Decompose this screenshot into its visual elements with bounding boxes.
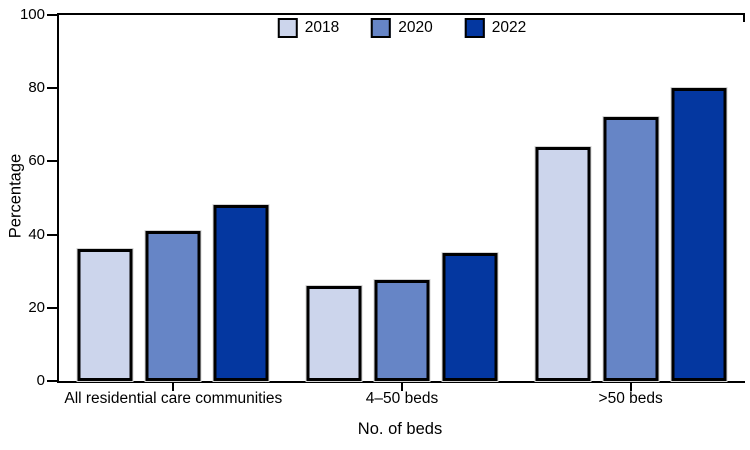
x-axis-category-label: All residential care communities <box>64 390 283 407</box>
legend: 2018 2020 2022 <box>271 18 533 38</box>
top-axis-end-tick <box>743 15 745 22</box>
plot-area: 2018 2020 2022 0 20 40 60 80 100 All residential… <box>20 6 745 407</box>
x-axis-category-label: >50 beds <box>598 390 663 407</box>
legend-swatch-2020 <box>371 18 392 38</box>
y-axis-tick-label: 100 <box>19 6 45 23</box>
y-axis-tick <box>47 380 57 382</box>
y-axis-tick <box>47 306 57 309</box>
bar-group <box>77 15 269 381</box>
x-axis-tick <box>629 383 632 391</box>
x-axis-title: No. of beds <box>357 420 443 438</box>
y-axis-tick-label: 60 <box>28 152 45 170</box>
legend-label-2020: 2020 <box>398 19 433 36</box>
y-axis-tick-label: 20 <box>28 298 45 316</box>
bar-2022-3 <box>671 88 727 381</box>
y-axis-tick-label: 80 <box>28 79 45 97</box>
bar-2022-2 <box>442 252 498 381</box>
y-axis-tick <box>47 160 57 163</box>
legend-item-2022: 2022 <box>464 18 527 38</box>
y-axis-tick <box>47 14 57 16</box>
x-axis-tick <box>401 383 403 391</box>
bar-2020-3 <box>603 117 659 381</box>
bar-2018-1 <box>77 249 133 381</box>
x-axis-tick <box>172 383 175 391</box>
legend-swatch-2018 <box>277 18 298 38</box>
x-axis-category-label: 4–50 beds <box>365 390 439 407</box>
bar-2020-1 <box>145 230 201 381</box>
bar-2018-3 <box>535 146 591 381</box>
y-axis-tick-label: 40 <box>28 225 45 243</box>
y-axis-tick <box>47 87 57 90</box>
bar-2022-1 <box>213 205 269 381</box>
legend-label-2018: 2018 <box>304 19 340 36</box>
legend-item-2020: 2020 <box>371 18 433 38</box>
bar-2018-2 <box>306 285 362 381</box>
y-axis-tick <box>47 233 57 236</box>
bar-2020-2 <box>374 280 430 381</box>
legend-swatch-2022 <box>464 18 485 38</box>
y-axis-tick-label: 0 <box>36 372 45 389</box>
bar-group <box>535 15 727 381</box>
legend-label-2022: 2022 <box>491 19 527 36</box>
legend-item-2018: 2018 <box>277 18 340 38</box>
bar-group <box>306 15 498 381</box>
